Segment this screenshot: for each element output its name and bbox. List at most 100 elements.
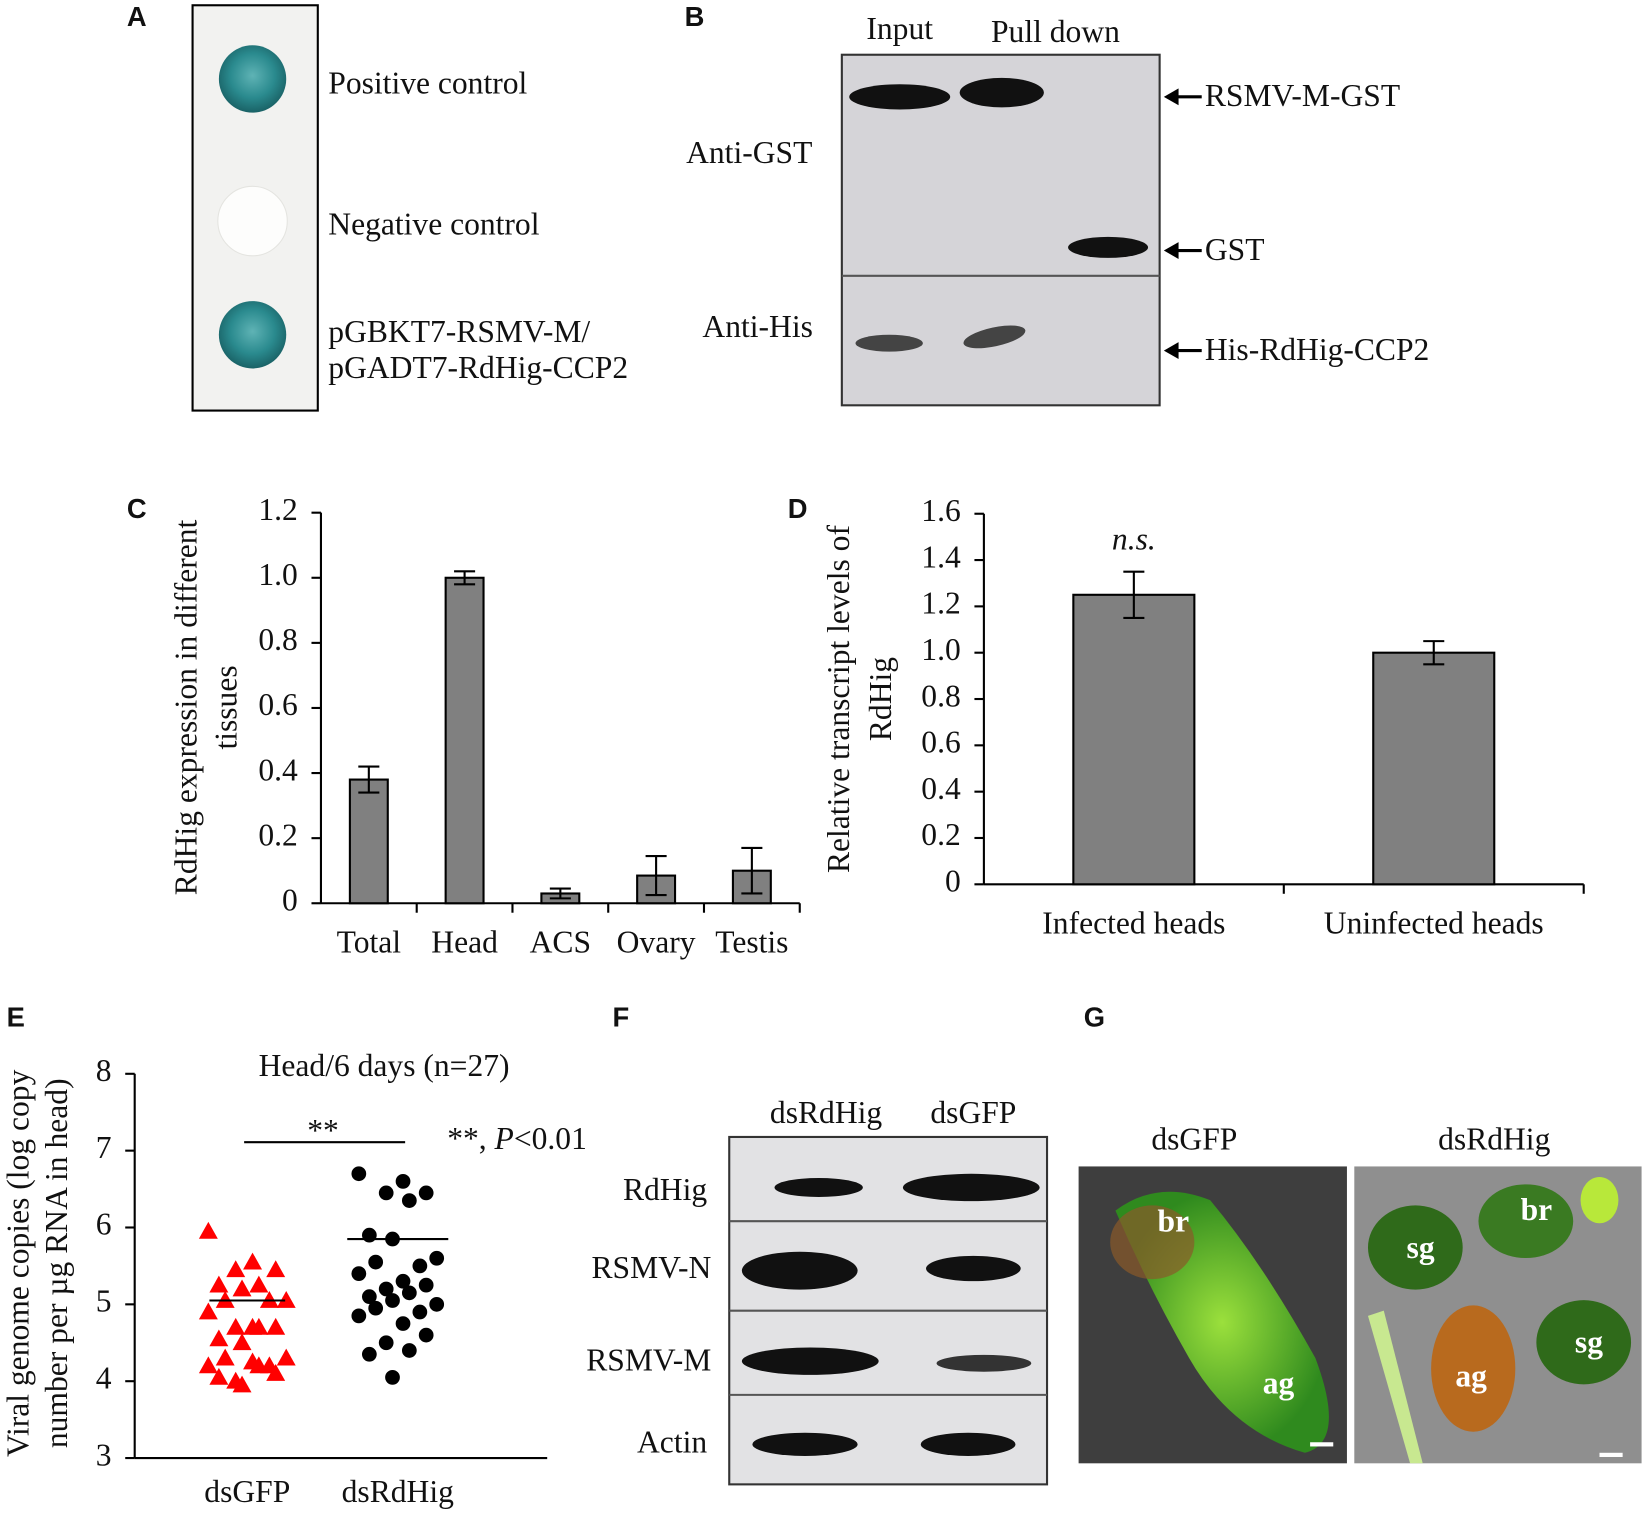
- row-label: RSMV-M: [586, 1343, 711, 1378]
- point: [368, 1254, 384, 1270]
- y-tick-label: 5: [96, 1284, 112, 1319]
- point: [249, 1275, 269, 1293]
- point: [198, 1356, 218, 1374]
- row-label: RdHig: [623, 1172, 707, 1207]
- x-tick-label: Infected heads: [1042, 906, 1225, 941]
- colony: [218, 45, 287, 113]
- y-axis-label: tissues: [209, 665, 244, 749]
- y-tick-label: 1.2: [258, 492, 297, 527]
- point: [232, 1333, 252, 1351]
- point: [418, 1277, 434, 1293]
- point: [259, 1291, 279, 1308]
- point: [209, 1367, 229, 1385]
- band: [1068, 236, 1149, 258]
- panel-label: D: [788, 493, 808, 524]
- band: [959, 77, 1044, 108]
- x-tick-label: Testis: [715, 925, 788, 960]
- point: [401, 1285, 417, 1301]
- bar: [1072, 593, 1196, 886]
- point: [385, 1293, 400, 1308]
- point: [243, 1252, 263, 1270]
- x-tick-label: dsRdHig: [342, 1474, 454, 1509]
- y-tick-label: 3: [96, 1437, 112, 1472]
- note-part: <0.01: [514, 1121, 587, 1156]
- tissue-label: sg: [1575, 1325, 1603, 1360]
- y-tick-label: 0.2: [921, 817, 960, 852]
- column-label: dsGFP: [930, 1095, 1016, 1130]
- band-label: RSMV-M-GST: [1205, 78, 1400, 113]
- point: [368, 1300, 384, 1316]
- point: [418, 1185, 434, 1201]
- point: [395, 1174, 411, 1189]
- tissue: [1536, 1300, 1632, 1385]
- tissue: [1367, 1205, 1463, 1290]
- tissue-label: ag: [1455, 1358, 1487, 1393]
- point: [232, 1279, 252, 1297]
- tissue: [1110, 1205, 1195, 1280]
- band: [936, 1354, 1032, 1372]
- point: [395, 1316, 411, 1331]
- point: [385, 1369, 400, 1385]
- band: [926, 1255, 1021, 1282]
- row-label: Anti-GST: [686, 135, 812, 170]
- band: [849, 84, 951, 110]
- y-tick-label: 0: [945, 864, 961, 899]
- row-label: pGBKT7-RSMV-M/: [328, 314, 590, 349]
- point: [361, 1227, 377, 1243]
- y-axis-label: RdHig expression in different: [169, 519, 204, 895]
- error-bar: [741, 846, 763, 895]
- bar: [444, 576, 485, 905]
- column-label: dsGFP: [1151, 1121, 1237, 1156]
- point: [226, 1317, 246, 1335]
- y-tick-label: 1.0: [921, 632, 960, 667]
- y-tick-label: 7: [96, 1130, 112, 1165]
- point: [351, 1266, 367, 1281]
- error-bar: [549, 887, 571, 900]
- column-label: Pull down: [991, 14, 1120, 49]
- y-axis-label: Viral genome copies (log copy: [0, 1069, 35, 1457]
- point: [361, 1289, 377, 1305]
- band: [920, 1432, 1016, 1456]
- column-label: Input: [866, 11, 933, 46]
- panel-label: A: [127, 1, 147, 32]
- error-bar: [454, 570, 476, 586]
- point: [215, 1348, 235, 1366]
- band: [902, 1173, 1040, 1202]
- colony: [217, 185, 288, 257]
- band-label: GST: [1205, 232, 1265, 267]
- point: [378, 1335, 394, 1351]
- error-bar: [1123, 570, 1145, 620]
- band: [774, 1178, 863, 1197]
- error-bar: [645, 855, 667, 897]
- x-tick-label: Head: [431, 925, 498, 960]
- y-tick-label: 8: [96, 1053, 112, 1088]
- y-tick-label: 6: [96, 1207, 112, 1242]
- point: [378, 1185, 394, 1201]
- y-axis-label: number per µg RNA in head): [39, 1078, 74, 1448]
- column-label: dsRdHig: [1438, 1121, 1550, 1156]
- y-tick-label: 0.4: [258, 752, 298, 787]
- scale-bar: [1599, 1452, 1623, 1457]
- tissue-label: sg: [1407, 1230, 1435, 1265]
- x-tick-label: ACS: [530, 925, 591, 960]
- point: [429, 1296, 445, 1312]
- band: [741, 1347, 879, 1375]
- error-bar: [1423, 640, 1445, 666]
- point: [361, 1346, 377, 1362]
- point: [226, 1260, 246, 1278]
- row-label: Actin: [637, 1425, 707, 1460]
- band: [855, 334, 923, 352]
- y-axis-label: Relative transcript levels of: [821, 525, 856, 874]
- point: [232, 1375, 252, 1393]
- panel-label: B: [685, 1, 705, 32]
- point: [276, 1348, 296, 1366]
- scale-bar: [1310, 1442, 1334, 1447]
- y-tick-label: 1.0: [258, 557, 297, 592]
- tissue-label: ag: [1263, 1366, 1295, 1401]
- tissue: [1431, 1305, 1516, 1432]
- y-tick-label: 0.6: [921, 725, 960, 760]
- y-tick-label: 0.4: [921, 771, 961, 806]
- point: [198, 1221, 218, 1239]
- y-tick-label: 1.2: [921, 586, 960, 621]
